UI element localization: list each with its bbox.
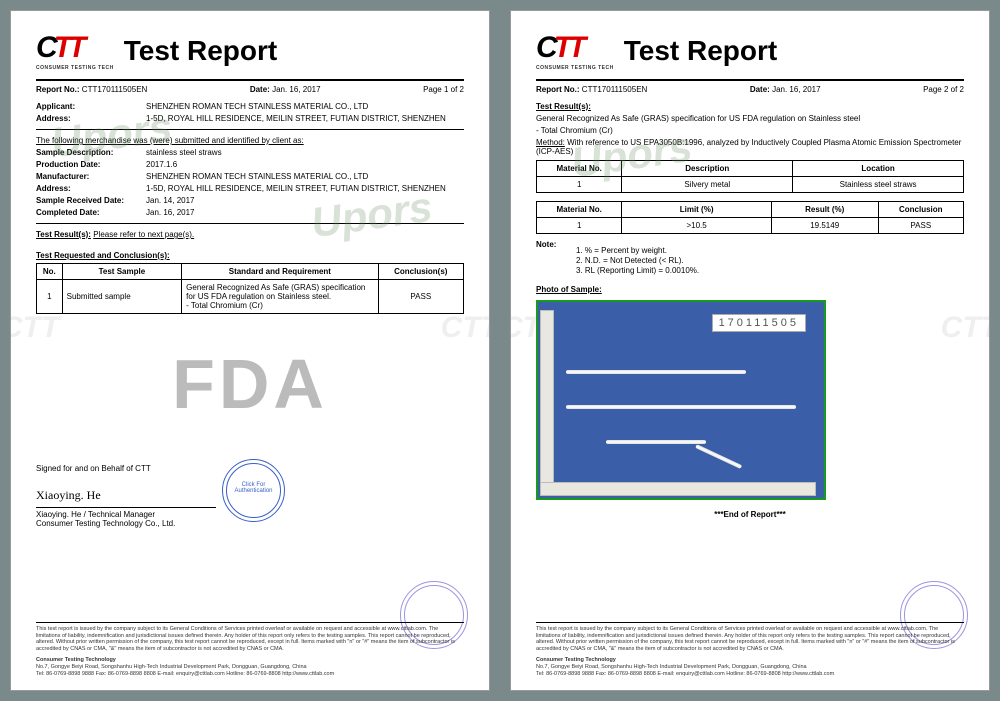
photo-id-card: 170111505 xyxy=(712,314,806,332)
result-table: Material No. Limit (%) Result (%) Conclu… xyxy=(536,201,964,234)
report-title: Test Report xyxy=(624,35,778,67)
authentication-stamp: Click For Authentication xyxy=(226,463,281,518)
signature-script: Xiaoying. He xyxy=(36,488,216,503)
report-title: Test Report xyxy=(124,35,278,67)
meta-row: Report No.: CTT170111505EN Date: Jan. 16… xyxy=(36,85,464,94)
intro-text: The following merchandise was (were) sub… xyxy=(36,136,464,145)
ctt-side-watermark: CTT xyxy=(10,311,59,345)
fda-watermark: FDA xyxy=(36,344,464,424)
report-page-1: Upors Upors CTT CTT C T T CONSUMER TESTI… xyxy=(10,10,490,691)
conclusion-table: No. Test Sample Standard and Requirement… xyxy=(36,263,464,314)
header: C T T CONSUMER TESTING TECH Test Report xyxy=(36,31,464,71)
end-of-report: ***End of Report*** xyxy=(536,510,964,519)
straw-sample-icon xyxy=(695,444,742,469)
report-page-2: Upors Upors CTT CTT C T T CONSUMER TESTI… xyxy=(510,10,990,691)
ctt-side-watermark: CTT xyxy=(941,311,990,345)
header: C T T CONSUMER TESTING TECH Test Report xyxy=(536,31,964,71)
ctt-side-watermark: CTT xyxy=(441,311,490,345)
page-number: Page 1 of 2 xyxy=(423,85,464,94)
meta-row: Report No.: CTT170111505EN Date: Jan. 16… xyxy=(536,85,964,94)
material-table: Material No. Description Location 1 Silv… xyxy=(536,160,964,193)
straw-sample-icon xyxy=(566,370,746,374)
footer: This test report is issued by the compan… xyxy=(36,622,464,678)
straw-sample-icon xyxy=(606,440,706,444)
footer: This test report is issued by the compan… xyxy=(536,622,964,678)
ctt-logo: C T T CONSUMER TESTING TECH xyxy=(36,31,114,71)
watermark: Upors xyxy=(48,103,175,167)
ctt-logo: C T T CONSUMER TESTING TECH xyxy=(536,31,614,71)
straw-sample-icon xyxy=(566,405,796,409)
signature-block: Signed for and on Behalf of CTT Xiaoying… xyxy=(36,464,464,528)
sample-photo: 170111505 xyxy=(536,300,826,500)
page-number: Page 2 of 2 xyxy=(923,85,964,94)
